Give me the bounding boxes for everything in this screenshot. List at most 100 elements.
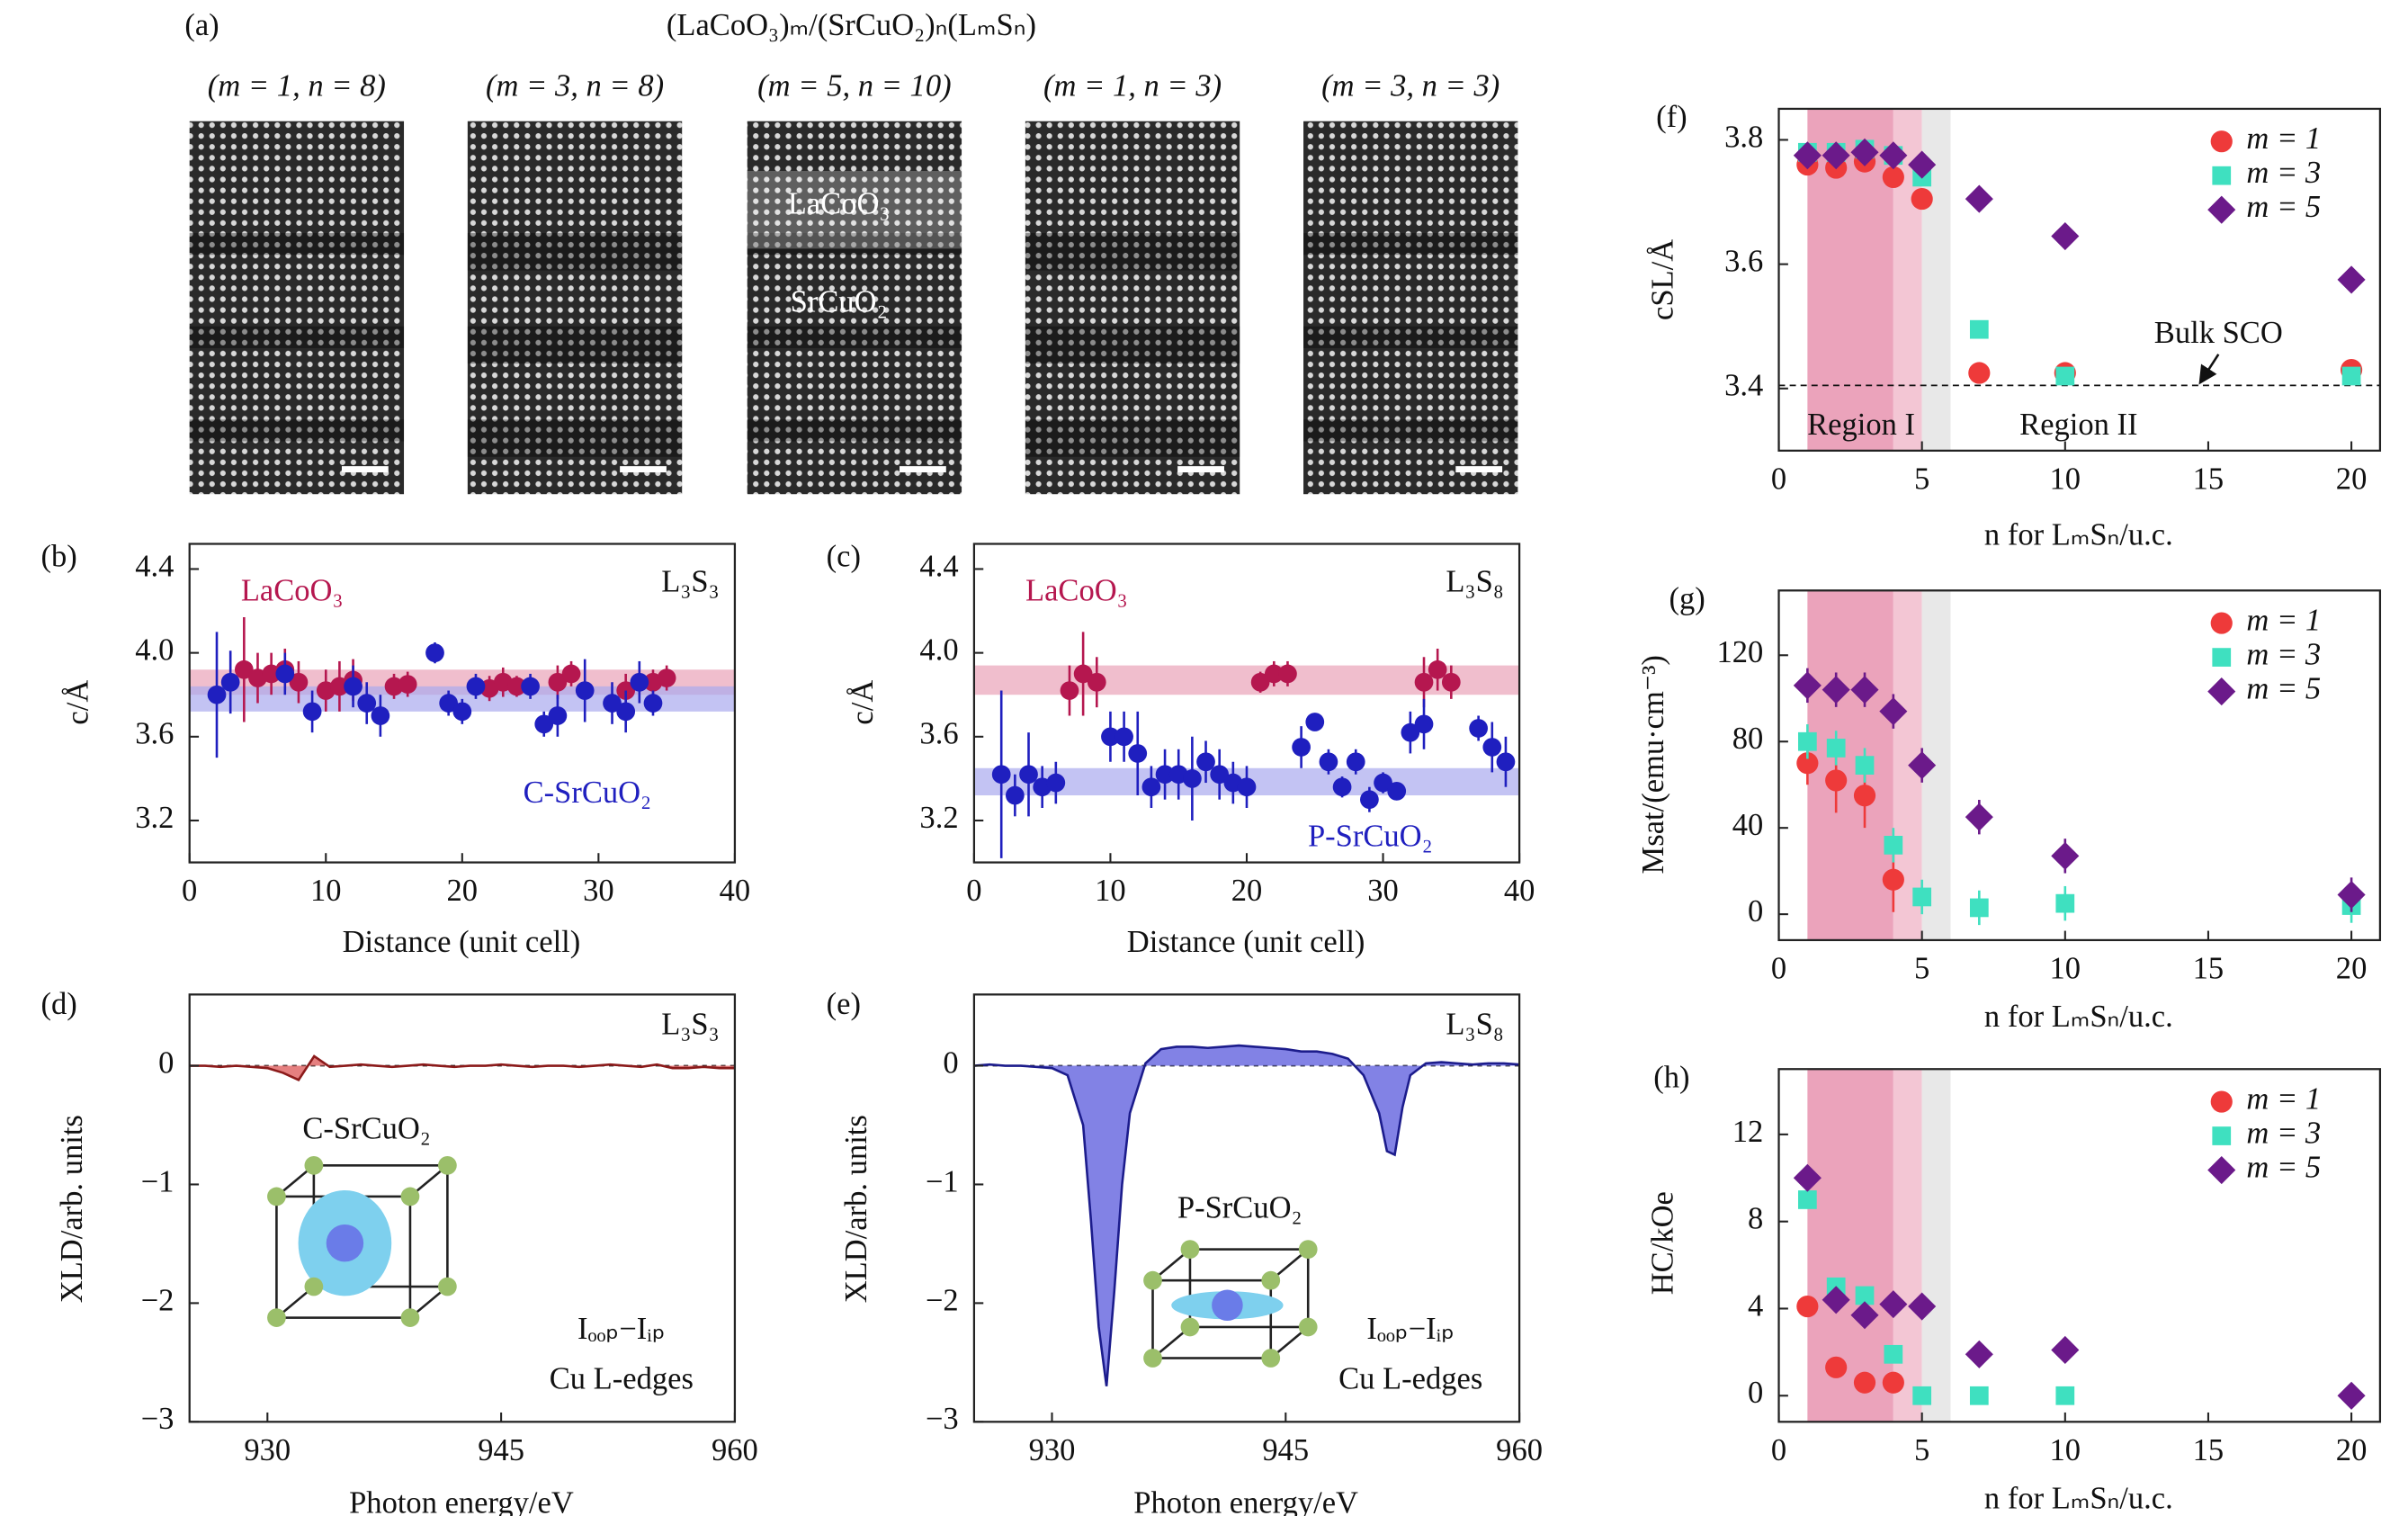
point bbox=[289, 672, 309, 692]
legend-label: m = 1 bbox=[2246, 121, 2321, 156]
plot-frame bbox=[1777, 589, 2382, 942]
panel-label: (c) bbox=[827, 540, 861, 574]
plot-frame bbox=[1777, 1068, 2382, 1423]
tem-image bbox=[747, 121, 962, 495]
x-tick-label: 40 bbox=[720, 874, 751, 908]
point bbox=[1822, 1286, 1850, 1314]
y-tick-label: 0 bbox=[1748, 1376, 1763, 1410]
y-axis-label: Msat/(emu·cm⁻³) bbox=[1636, 655, 1670, 874]
image-annotation: LaCoO₃ bbox=[788, 187, 891, 221]
tem-stripe bbox=[747, 419, 962, 442]
legend-marker bbox=[2210, 1090, 2233, 1113]
point bbox=[1969, 1386, 1989, 1405]
point bbox=[1428, 659, 1447, 679]
point bbox=[1019, 765, 1038, 785]
x-tick-label: 20 bbox=[2336, 951, 2368, 985]
point bbox=[1879, 1290, 1908, 1319]
scale-bar bbox=[620, 466, 667, 473]
point bbox=[2051, 841, 2080, 870]
annotation: Iₒₒₚ−Iᵢₚ bbox=[577, 1312, 666, 1346]
point bbox=[1441, 672, 1461, 692]
y-tick-label: 4 bbox=[1748, 1288, 1763, 1323]
point bbox=[220, 672, 240, 692]
x-tick-label: 5 bbox=[1914, 462, 1929, 496]
point bbox=[1965, 184, 1993, 213]
tem-stripe bbox=[1025, 326, 1240, 364]
point bbox=[2337, 265, 2366, 294]
annotation: Region II bbox=[2019, 408, 2137, 442]
point bbox=[548, 672, 568, 692]
point bbox=[1797, 731, 1817, 751]
x-axis-label: n for LₘSₙ/u.c. bbox=[1984, 518, 2173, 552]
point bbox=[1482, 738, 1502, 757]
point bbox=[207, 685, 227, 704]
y-tick-label: −2 bbox=[141, 1283, 175, 1317]
tem-stripe bbox=[467, 419, 683, 457]
point bbox=[1469, 719, 1488, 738]
y-tick-label: 40 bbox=[1732, 808, 1764, 842]
tem-stripe bbox=[1303, 326, 1518, 348]
point bbox=[357, 694, 377, 713]
point bbox=[452, 702, 472, 722]
point bbox=[548, 706, 568, 725]
point bbox=[1911, 188, 1933, 211]
point bbox=[1793, 671, 1822, 700]
point bbox=[1965, 1340, 1993, 1368]
x-tick-label: 0 bbox=[1771, 951, 1786, 985]
sample-label: (m = 1, n = 3) bbox=[1043, 68, 1222, 103]
point bbox=[1414, 714, 1434, 734]
point bbox=[1908, 751, 1937, 780]
x-tick-label: 960 bbox=[712, 1433, 758, 1467]
legend-marker bbox=[2207, 1155, 2236, 1185]
point bbox=[1250, 672, 1270, 692]
point bbox=[991, 765, 1011, 785]
series-label: P-SrCuO₂ bbox=[1308, 820, 1433, 854]
x-tick-label: 15 bbox=[2193, 462, 2224, 496]
annotation: Iₒₒₚ−Iᵢₚ bbox=[1366, 1312, 1455, 1346]
point bbox=[1796, 1295, 1819, 1318]
point bbox=[1264, 664, 1284, 684]
y-axis-label: XLD/arb. units bbox=[55, 1115, 89, 1303]
y-tick-label: 0 bbox=[943, 1045, 958, 1080]
legend-label: m = 1 bbox=[2246, 604, 2321, 638]
tem-stripe bbox=[1303, 233, 1518, 256]
y-axis-label: cSL/Å bbox=[1645, 239, 1679, 320]
point bbox=[1073, 664, 1093, 684]
point bbox=[630, 672, 649, 692]
point bbox=[643, 694, 663, 713]
point bbox=[1879, 141, 1908, 170]
point bbox=[1196, 752, 1215, 772]
point bbox=[1332, 777, 1352, 797]
series-label: LaCoO₃ bbox=[241, 574, 344, 608]
y-tick-label: 4.4 bbox=[919, 549, 958, 583]
point bbox=[2055, 1386, 2075, 1405]
scale-bar bbox=[1177, 466, 1224, 473]
point bbox=[1360, 790, 1379, 810]
tem-image bbox=[467, 121, 683, 495]
point bbox=[398, 675, 417, 694]
point bbox=[1319, 752, 1338, 772]
legend-label: m = 3 bbox=[2246, 156, 2321, 190]
series-label: LaCoO₃ bbox=[1025, 574, 1128, 608]
y-tick-label: 4.0 bbox=[919, 633, 958, 668]
tem-image bbox=[1303, 121, 1518, 495]
point bbox=[1882, 868, 1904, 891]
annotation: C-SrCuO₂ bbox=[302, 1111, 431, 1145]
sample-label: (m = 3, n = 8) bbox=[486, 68, 664, 103]
x-tick-label: 945 bbox=[478, 1433, 524, 1467]
point bbox=[1853, 785, 1876, 807]
x-tick-label: 40 bbox=[1504, 874, 1535, 908]
point bbox=[1210, 765, 1230, 785]
x-tick-label: 960 bbox=[1496, 1433, 1543, 1467]
point bbox=[1882, 166, 1904, 189]
y-tick-label: 12 bbox=[1732, 1115, 1764, 1149]
y-tick-label: 3.2 bbox=[919, 801, 958, 835]
shaded-span bbox=[1921, 1069, 1951, 1422]
point bbox=[1305, 713, 1325, 731]
legend-marker bbox=[2212, 648, 2232, 667]
point bbox=[1183, 769, 1202, 788]
x-tick-label: 15 bbox=[2193, 951, 2224, 985]
point bbox=[1155, 765, 1175, 785]
shaded-span bbox=[1807, 590, 1893, 940]
point bbox=[1822, 141, 1850, 170]
